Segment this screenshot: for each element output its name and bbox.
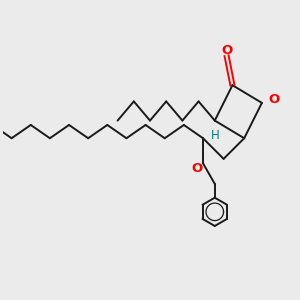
Text: O: O <box>268 93 279 106</box>
Text: O: O <box>191 162 203 175</box>
Text: H: H <box>210 129 219 142</box>
Text: O: O <box>221 44 232 57</box>
